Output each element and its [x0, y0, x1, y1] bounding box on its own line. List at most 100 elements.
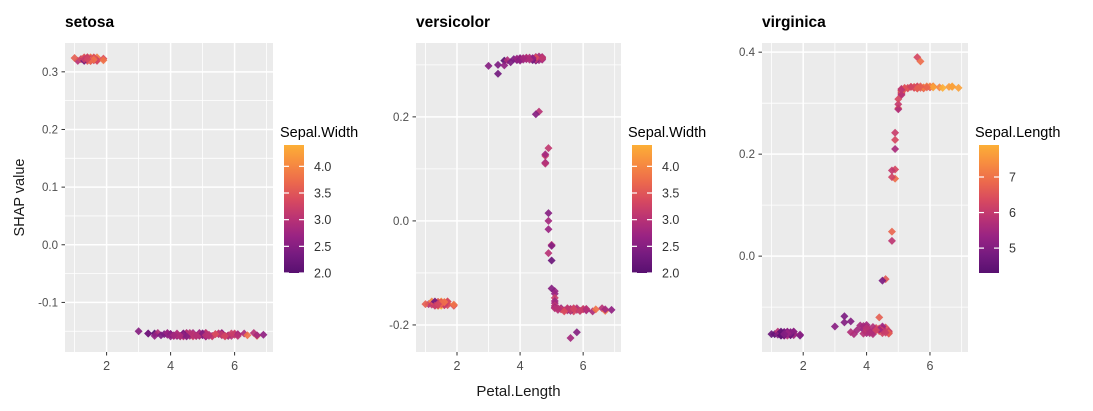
data-point	[211, 330, 220, 339]
data-point	[506, 58, 515, 67]
data-point	[582, 304, 591, 313]
data-point	[531, 110, 540, 119]
x-tick-label: 4	[863, 359, 870, 373]
data-point	[201, 331, 210, 340]
data-point	[881, 328, 890, 337]
legend-colorbar	[632, 145, 652, 273]
legend-Sepal.Length: Sepal.Length 7 6 5	[975, 125, 1060, 273]
x-tick-label: 6	[926, 359, 933, 373]
data-point	[83, 55, 92, 64]
y-tick-label: 0.3	[42, 67, 58, 79]
data-point	[525, 55, 534, 64]
x-tick-label: 6	[231, 359, 238, 373]
data-point	[872, 326, 881, 335]
data-point	[846, 328, 855, 337]
data-point	[221, 331, 229, 340]
data-point	[544, 225, 553, 234]
data-point	[853, 326, 862, 335]
panel-title: setosa	[65, 14, 114, 31]
data-point	[862, 324, 871, 333]
data-point	[887, 236, 896, 245]
data-point	[157, 331, 165, 340]
legend-title: Sepal.Length	[975, 125, 1060, 141]
data-point	[897, 85, 906, 94]
panel-virginica: 2 4 6 0.4 0.2 0.0 virginica Sepal.Length 7 6 5	[739, 14, 1060, 373]
y-tick-label: 0.0	[739, 251, 755, 263]
x-tick-label: 2	[103, 359, 110, 373]
data-point	[550, 289, 559, 298]
legend-title: Sepal.Width	[628, 125, 706, 141]
data-point	[434, 300, 443, 309]
data-point	[878, 276, 887, 285]
legend-tick-label: 4.0	[662, 160, 679, 174]
data-point	[70, 53, 79, 62]
data-point	[576, 306, 584, 315]
data-point	[541, 159, 550, 168]
data-point	[572, 328, 581, 337]
data-point	[150, 331, 159, 340]
y-axis-title: SHAP value	[12, 159, 28, 237]
data-point	[938, 83, 947, 92]
data-point	[538, 54, 547, 63]
legend-tick-label: 6	[1009, 206, 1016, 220]
panel-setosa: 2 4 6 0.3 0.2 0.1 0.0 -0.1 setosa SHAP value Sepal…	[12, 14, 358, 373]
data-point	[560, 307, 569, 316]
data-point	[929, 83, 938, 92]
data-point	[259, 330, 268, 339]
data-point	[954, 83, 963, 92]
data-point	[846, 317, 855, 326]
data-point	[494, 69, 502, 78]
data-point	[948, 82, 957, 91]
data-point	[144, 329, 153, 338]
legend-tick-label: 3.5	[662, 187, 679, 201]
data-point	[916, 82, 925, 91]
legend-title: Sepal.Width	[280, 125, 358, 141]
legend-tick-label: 5	[1009, 242, 1016, 256]
data-point	[494, 60, 502, 69]
panel-background	[762, 43, 968, 352]
legend-Sepal.Width: Sepal.Width 4.0 3.5 3.0 2.5 2.0	[280, 125, 358, 281]
data-point	[182, 332, 191, 341]
data-point	[865, 329, 874, 338]
data-point	[891, 145, 900, 154]
data-point	[99, 56, 108, 65]
legend-tick-label: 2.5	[662, 240, 679, 254]
y-tick-label: 0.0	[393, 216, 409, 228]
y-tick-label: 0.4	[739, 47, 756, 59]
data-point	[875, 313, 884, 322]
data-point	[767, 330, 776, 339]
legend-tick-label: 2.5	[314, 240, 331, 254]
data-point	[544, 209, 553, 218]
panel-versicolor: 2 4 6 0.2 0.0 -0.2 versicolor Petal.Length Sepal…	[389, 14, 706, 400]
x-tick-label: 2	[454, 359, 461, 373]
data-point	[544, 216, 553, 225]
x-tick-label: 4	[517, 359, 524, 373]
legend-tick-label: 3.5	[314, 187, 331, 201]
data-point	[916, 57, 925, 66]
panel-title: virginica	[762, 14, 826, 31]
legend-tick-label: 3.0	[662, 213, 679, 227]
data-point	[233, 331, 242, 340]
data-point	[227, 329, 236, 338]
legend-colorbar	[979, 145, 999, 273]
data-point	[134, 327, 143, 336]
data-point	[894, 95, 903, 104]
data-point	[906, 82, 915, 91]
data-point	[566, 333, 575, 342]
x-axis-title: Petal.Length	[476, 383, 560, 400]
data-point	[500, 61, 509, 70]
legend-tick-label: 7	[1009, 171, 1016, 185]
data-point	[891, 135, 900, 144]
data-point	[169, 331, 178, 340]
data-point	[887, 227, 896, 236]
data-point	[891, 128, 900, 137]
y-tick-label: 0.2	[393, 112, 409, 124]
data-point	[449, 300, 458, 309]
y-tick-label: 0.1	[42, 182, 58, 194]
data-point	[547, 256, 556, 265]
data-point	[519, 54, 528, 63]
data-point	[569, 304, 578, 313]
legend-tick-label: 2.0	[662, 267, 679, 281]
y-tick-label: -0.1	[38, 297, 58, 309]
